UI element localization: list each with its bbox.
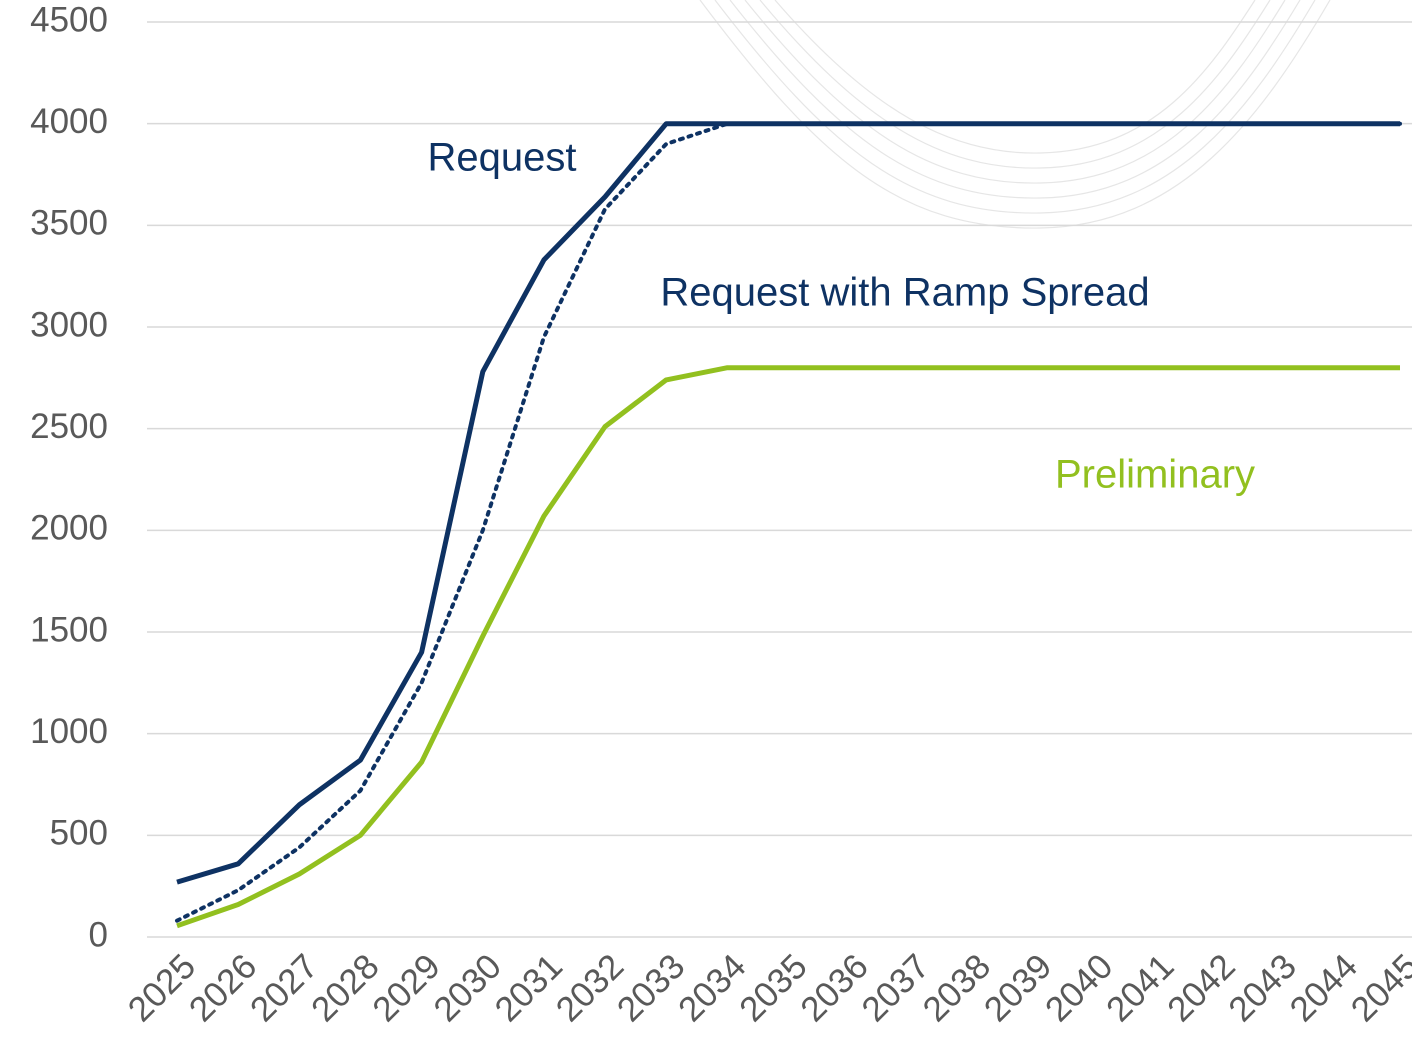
y-tick-label: 1500: [30, 610, 108, 649]
series-line: [176, 365, 1400, 929]
y-tick-label: 3500: [30, 204, 108, 243]
x-tick-label: 2038: [916, 947, 999, 1030]
series-annotation: Preliminary: [1055, 453, 1255, 497]
y-tick-label: 4500: [30, 0, 108, 39]
plot: 0 500 1000 1500 2000 2500 3000 3500 4000 4500 2025…: [30, 0, 1412, 1029]
x-tick-label: 2033: [610, 947, 693, 1030]
x-tick-label: 2035: [732, 947, 815, 1030]
x-tick-label: 2025: [121, 947, 204, 1030]
y-tick-label: 1000: [30, 712, 108, 751]
x-tick-label: 2040: [1038, 947, 1121, 1030]
background-decoration: [699, 0, 1331, 229]
x-tick-label: 2044: [1282, 947, 1365, 1030]
series-line: [175, 121, 1402, 923]
x-tick-label: 2036: [793, 947, 876, 1030]
series-annotation: Request with Ramp Spread: [660, 271, 1149, 315]
x-tick-label: 2032: [549, 947, 632, 1030]
x-tick-label: 2043: [1221, 947, 1304, 1030]
x-tick-label: 2026: [182, 947, 265, 1030]
x-tick-label: 2037: [854, 947, 937, 1030]
x-tick-label: 2029: [365, 947, 448, 1030]
x-tick-label: 2027: [243, 947, 326, 1030]
y-tick-label: 4000: [30, 102, 108, 141]
x-tick-label: 2030: [426, 947, 509, 1030]
y-tick-label: 2000: [30, 509, 108, 548]
x-tick-label: 2028: [304, 947, 387, 1030]
x-tick-label: 2041: [1099, 947, 1182, 1030]
y-tick-label: 500: [50, 814, 108, 853]
x-tick-label: 2034: [671, 947, 754, 1030]
x-tick-label: 2042: [1160, 947, 1243, 1030]
series-line: [176, 121, 1400, 885]
x-tick-label: 2039: [977, 947, 1060, 1030]
y-tick-label: 3000: [30, 305, 108, 344]
series-annotation: Request: [428, 136, 577, 180]
y-tick-label: 0: [89, 915, 108, 954]
x-tick-label: 2045: [1344, 947, 1412, 1030]
x-tick-label: 2031: [487, 947, 570, 1030]
y-tick-label: 2500: [30, 407, 108, 446]
